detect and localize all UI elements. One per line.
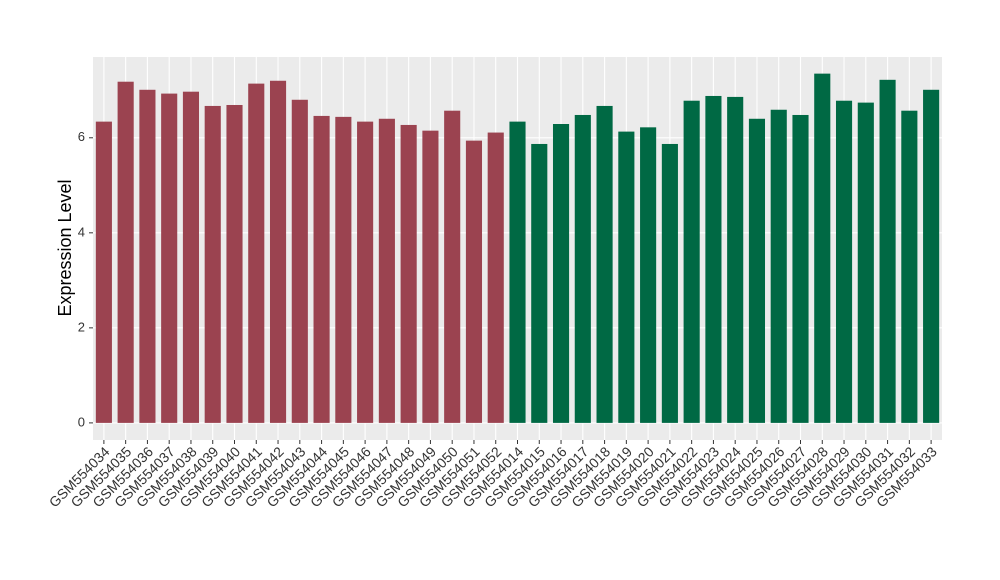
- bar: [400, 124, 417, 423]
- bar: [204, 105, 221, 423]
- bar: [835, 100, 853, 423]
- bar: [618, 131, 635, 423]
- bar: [291, 99, 308, 423]
- bar: [901, 110, 918, 423]
- y-tick-label: 0: [78, 414, 85, 429]
- bar: [465, 140, 483, 423]
- bar: [378, 118, 395, 423]
- bar: [661, 143, 678, 423]
- bar: [422, 130, 439, 423]
- bar: [313, 115, 330, 423]
- bar: [357, 121, 374, 423]
- bar: [139, 89, 156, 423]
- bar: [95, 121, 112, 423]
- bar: [923, 89, 940, 423]
- bar: [596, 105, 613, 423]
- bar: [269, 80, 287, 423]
- y-tick-label: 6: [78, 129, 85, 144]
- bar: [640, 127, 657, 423]
- bar: [683, 100, 700, 423]
- bar: [509, 121, 526, 423]
- bar: [335, 116, 352, 423]
- bar: [531, 143, 548, 423]
- bar: [248, 83, 265, 423]
- bar: [444, 110, 461, 423]
- bar: [487, 132, 504, 423]
- y-axis-label: Expression Level: [55, 179, 75, 316]
- bar: [879, 79, 896, 423]
- bar: [161, 93, 178, 423]
- bar: [117, 81, 134, 423]
- bar: [574, 114, 591, 423]
- y-tick-label: 4: [78, 224, 85, 239]
- bar: [182, 91, 200, 423]
- y-tick-label: 2: [78, 319, 85, 334]
- bar: [857, 102, 874, 423]
- bar: [770, 109, 787, 423]
- bar: [552, 124, 570, 423]
- bar: [748, 118, 766, 423]
- bar: [705, 95, 722, 423]
- bar: [814, 73, 831, 423]
- bar: [226, 104, 243, 423]
- bar: [727, 96, 744, 423]
- bar: [792, 114, 809, 423]
